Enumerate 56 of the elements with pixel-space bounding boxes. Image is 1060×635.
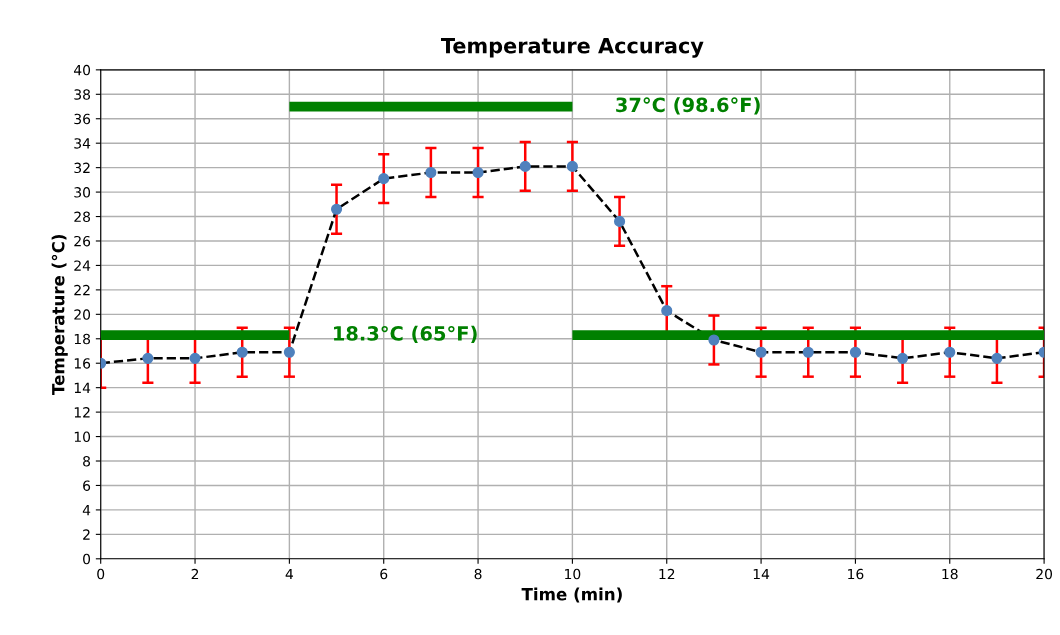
x-axis-title: Time (min) bbox=[521, 587, 622, 603]
y-tick-label: 18 bbox=[74, 333, 91, 345]
point bbox=[330, 203, 343, 215]
x-tick-label: 2 bbox=[191, 568, 199, 580]
x-tick-label: 6 bbox=[380, 568, 388, 580]
y-tick-label: 2 bbox=[83, 529, 90, 540]
y-tick-label: 14 bbox=[74, 382, 91, 393]
y-tick-label: 40 bbox=[73, 64, 91, 76]
point bbox=[944, 346, 956, 358]
point bbox=[142, 352, 154, 364]
x-tick-label: 18 bbox=[942, 568, 958, 580]
point bbox=[661, 305, 673, 317]
y-tick-label: 0 bbox=[83, 553, 91, 565]
y-tick-label: 38 bbox=[74, 89, 91, 100]
y-tick-label: 8 bbox=[83, 455, 91, 467]
y-tick-label: 4 bbox=[82, 505, 91, 516]
x-tick-label: 16 bbox=[848, 568, 864, 580]
point bbox=[472, 166, 484, 179]
point bbox=[755, 346, 767, 358]
text: 18.3°C (65°F) bbox=[334, 325, 477, 344]
point bbox=[991, 352, 1003, 364]
point bbox=[519, 160, 531, 172]
y-tick-label: 6 bbox=[83, 480, 91, 491]
point bbox=[802, 346, 814, 358]
y-tick-label: 20 bbox=[74, 309, 91, 320]
y-tick-label: 24 bbox=[74, 260, 91, 271]
y-tick-label: 26 bbox=[74, 235, 91, 247]
text: 37°C (98.6°F) bbox=[616, 97, 760, 115]
point bbox=[236, 346, 248, 358]
x-tick-label: 0 bbox=[97, 568, 105, 580]
y-tick-label: 32 bbox=[74, 162, 90, 174]
point bbox=[566, 160, 578, 172]
point bbox=[897, 352, 909, 364]
point bbox=[378, 173, 390, 185]
x-tick-label: 4 bbox=[285, 568, 294, 580]
y-tick-label: 28 bbox=[74, 211, 91, 223]
y-tick-label: 36 bbox=[74, 113, 91, 125]
x-tick-label: 12 bbox=[659, 568, 675, 580]
y-tick-label: 10 bbox=[74, 431, 91, 443]
x-tick-label: 20 bbox=[1036, 568, 1053, 580]
point bbox=[614, 215, 626, 227]
point bbox=[283, 346, 295, 358]
y-tick-label: 22 bbox=[74, 284, 90, 296]
y-tick-label: 30 bbox=[74, 187, 91, 198]
y-tick-label: 12 bbox=[74, 407, 90, 418]
x-tick-label: 10 bbox=[565, 568, 581, 580]
x-tick-label: 14 bbox=[753, 568, 770, 580]
point bbox=[425, 166, 437, 179]
point bbox=[189, 352, 201, 364]
x-tick-label: 8 bbox=[474, 568, 482, 580]
y-tick-label: 34 bbox=[74, 138, 91, 149]
point bbox=[849, 346, 861, 358]
chart-title: Temperature Accuracy bbox=[440, 37, 704, 58]
y-tick-label: 16 bbox=[74, 358, 91, 369]
point bbox=[708, 334, 720, 346]
y-axis-title: Temperature (°C) bbox=[51, 235, 68, 395]
